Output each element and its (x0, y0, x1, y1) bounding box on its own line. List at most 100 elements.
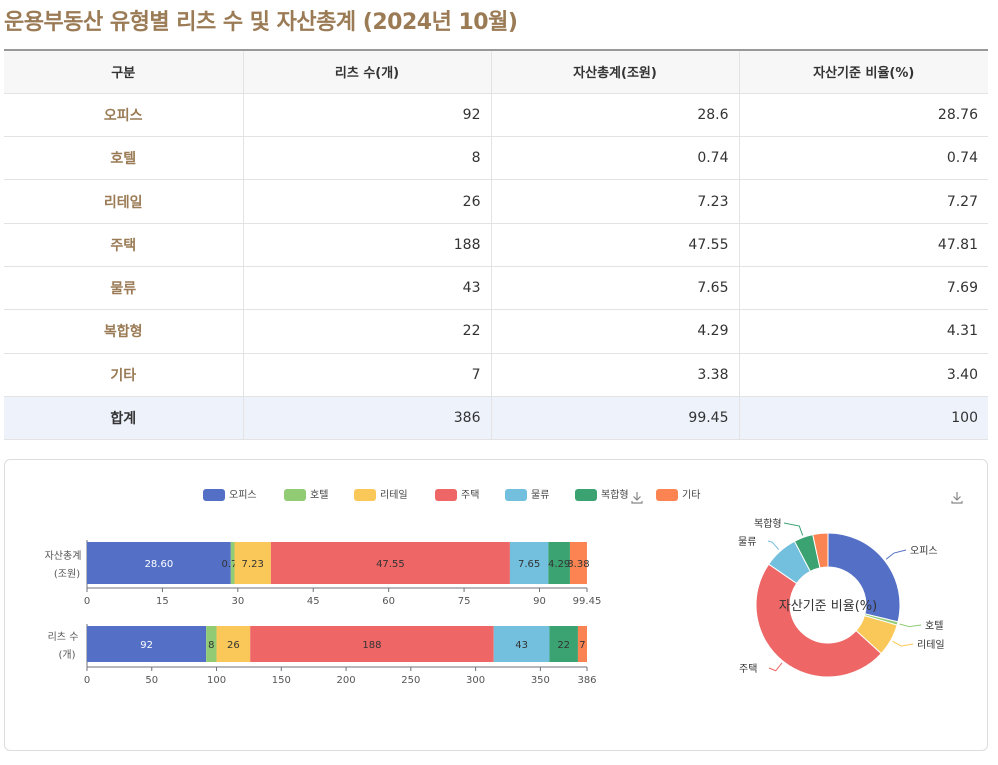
legend-swatch (656, 489, 678, 501)
bar-value-label: 8 (208, 640, 214, 651)
table-row: 호텔 8 0.74 0.74 (4, 136, 988, 181)
bar-segment-호텔 (206, 626, 217, 662)
row-total-assets: 47.55 (491, 223, 740, 267)
row-reits-count: 26 (243, 179, 492, 224)
row-label-unit: (조원) (54, 568, 80, 580)
row-asset-ratio: 28.76 (739, 93, 988, 138)
row-total-assets: 0.74 (491, 136, 740, 181)
bar-value-label: 47.55 (376, 559, 405, 570)
table-row: 리테일 26 7.23 7.27 (4, 179, 988, 224)
pie-label: 호텔 (925, 620, 943, 632)
row-label: 리츠 수 (48, 631, 79, 643)
row-label-unit: (개) (58, 649, 75, 661)
pie-leader-line (768, 662, 783, 672)
table-total-row: 합계 386 99.45 100 (4, 396, 988, 441)
pie-slice-오피스 (827, 532, 901, 623)
row-label: 자산총계 (45, 550, 82, 562)
legend-swatch (203, 489, 225, 501)
header-total-assets: 자산총계(조원) (491, 48, 740, 94)
row-asset-ratio: 4.31 (739, 309, 988, 354)
pie-label: 주택 (739, 663, 757, 675)
bar-segment-주택 (250, 626, 494, 662)
page-title: 운용부동산 유형별 리츠 수 및 자산총계 (2024년 10월) (4, 10, 518, 35)
header-asset-ratio: 자산기준 비율(%) (739, 48, 988, 94)
tick-label: 250 (401, 675, 420, 686)
chart-panel: 오피스 호텔 리테일 주택 물류 복합형 기타 자산총계 (조원) 28.60 0.74 7.23 47… (4, 459, 988, 751)
pie-leader-line (885, 549, 907, 560)
legend-label: 오피스 (229, 489, 257, 501)
bar-segment-복합형 (549, 626, 578, 662)
tick-label: 0 (84, 596, 90, 607)
bar-segment-오피스 (87, 626, 207, 662)
row-reits-count: 386 (243, 396, 492, 441)
row-asset-ratio: 7.27 (739, 179, 988, 224)
legend-swatch (354, 489, 376, 501)
row-asset-ratio: 3.40 (739, 353, 988, 397)
table-row: 오피스 92 28.6 28.76 (4, 93, 988, 138)
legend-swatch (284, 489, 306, 501)
row-asset-ratio: 0.74 (739, 136, 988, 181)
tick-label: 90 (533, 596, 546, 607)
pie-label: 오피스 (910, 545, 938, 557)
bar-value-label: 3.38 (567, 559, 589, 570)
legend-label: 리테일 (380, 489, 408, 501)
tick-label: 150 (272, 675, 291, 686)
table-row: 물류 43 7.65 7.69 (4, 266, 988, 311)
legend-label: 호텔 (310, 489, 328, 501)
bar-segment-리테일 (216, 626, 251, 662)
tick-label: 45 (307, 596, 320, 607)
row-category: 주택 (4, 223, 244, 267)
row-asset-ratio: 100 (739, 396, 988, 441)
row-category: 오피스 (4, 93, 244, 138)
pie-label: 물류 (738, 536, 756, 548)
row-reits-count: 43 (243, 266, 492, 311)
bar-segment-주택 (270, 542, 510, 584)
tick-label: 0 (84, 675, 90, 686)
header-reits-count: 리츠 수(개) (243, 48, 492, 94)
bar-value-label: 92 (140, 640, 153, 651)
table-row: 주택 188 47.55 47.81 (4, 223, 988, 267)
tick-label: 75 (458, 596, 471, 607)
row-category: 기타 (4, 353, 244, 397)
row-asset-ratio: 7.69 (739, 266, 988, 311)
bar-segment-기타 (577, 626, 587, 662)
bar-segment-호텔 (230, 542, 235, 584)
pie-label: 복합형 (754, 518, 782, 530)
tick-label: 100 (207, 675, 226, 686)
row-total-assets: 99.45 (491, 396, 740, 441)
tick-label: 30 (231, 596, 244, 607)
pie-leader-line (783, 522, 804, 536)
legend-swatch (435, 489, 457, 501)
bar-segment-물류 (509, 542, 549, 584)
reits-table: 구분 리츠 수(개) 자산총계(조원) 자산기준 비율(%) 오피스 92 28.6… (4, 48, 988, 441)
row-asset-ratio: 47.81 (739, 223, 988, 267)
download-icon[interactable] (631, 492, 643, 504)
tick-label: 15 (156, 596, 169, 607)
pie-slice-주택 (755, 563, 882, 678)
tick-label: 99.45 (573, 596, 602, 607)
row-total-assets: 28.6 (491, 93, 740, 138)
row-category: 리테일 (4, 179, 244, 224)
header-category: 구분 (4, 48, 244, 94)
row-reits-count: 188 (243, 223, 492, 267)
tick-label: 60 (382, 596, 395, 607)
row-reits-count: 7 (243, 353, 492, 397)
bar-segment-기타 (569, 542, 587, 584)
bar-value-label: 28.60 (145, 559, 174, 570)
bar-segment-리테일 (234, 542, 271, 584)
bar-segment-오피스 (87, 542, 231, 584)
row-total-assets: 4.29 (491, 309, 740, 354)
row-total-assets: 7.65 (491, 266, 740, 311)
tick-label: 386 (577, 675, 596, 686)
row-reits-count: 8 (243, 136, 492, 181)
table-row: 복합형 22 4.29 4.31 (4, 309, 988, 354)
legend-swatch (575, 489, 597, 501)
tick-label: 300 (466, 675, 485, 686)
row-category: 복합형 (4, 309, 244, 354)
download-icon[interactable] (951, 492, 963, 504)
bar-value-label: 7 (579, 640, 585, 651)
row-reits-count: 92 (243, 93, 492, 138)
pie-leader-line (767, 540, 780, 551)
legend-swatch (505, 489, 527, 501)
